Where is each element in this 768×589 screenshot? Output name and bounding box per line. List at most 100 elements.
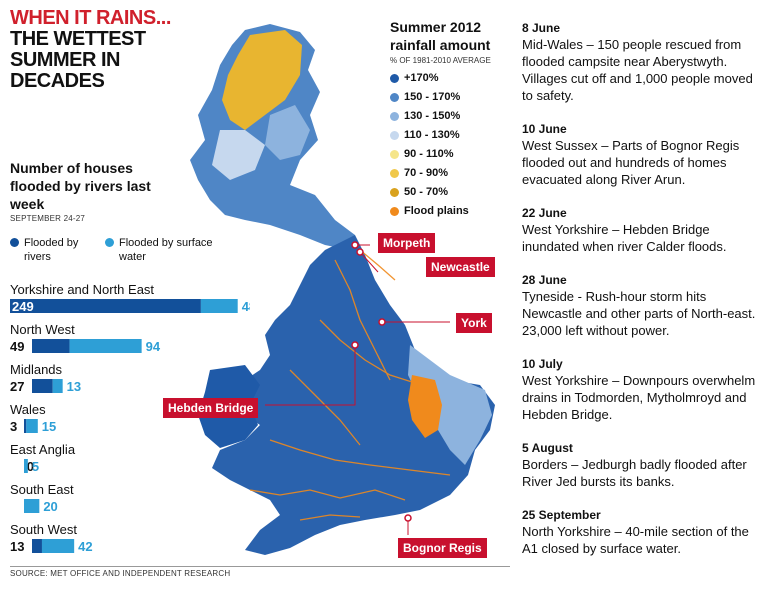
place-label-bognor-regis: Bognor Regis xyxy=(398,538,487,558)
event-date: 25 September xyxy=(522,508,601,522)
bar-rivers xyxy=(32,379,53,393)
legend-label: 110 - 130% xyxy=(404,129,460,141)
bar-category-label: Yorkshire and North East xyxy=(10,282,154,297)
event-item: 25 September North Yorkshire – 40-mile s… xyxy=(522,507,762,557)
legend-label: +170% xyxy=(404,72,439,84)
bar-value-rivers: 249 xyxy=(12,299,34,314)
bar-value-rivers: 13 xyxy=(10,539,24,554)
legend-item: 90 - 110% xyxy=(390,147,510,166)
bar-value-surface: 20 xyxy=(43,499,57,514)
bar-surface xyxy=(52,379,63,393)
events-timeline: 8 June Mid-Wales – 150 people rescued fr… xyxy=(522,20,762,574)
legend-swatch xyxy=(390,188,399,197)
bar-rivers xyxy=(32,539,42,553)
event-item: 22 June West Yorkshire – Hebden Bridge i… xyxy=(522,205,762,255)
place-label-newcastle: Newcastle xyxy=(426,257,495,277)
bar-value-surface: 48 xyxy=(242,299,250,314)
bar-surface xyxy=(200,299,238,313)
legend-swatch xyxy=(390,112,399,121)
legend-swatch xyxy=(390,169,399,178)
bar-surface xyxy=(24,499,40,513)
event-text: Tyneside - Rush-hour storm hits Newcastl… xyxy=(522,289,756,338)
legend-label: Flood plains xyxy=(404,205,469,217)
key-surface-swatch xyxy=(105,238,114,247)
place-label-hebden-bridge: Hebden Bridge xyxy=(163,398,259,418)
place-label-york: York xyxy=(456,313,492,333)
map-scotland-dry xyxy=(222,30,302,130)
event-date: 8 June xyxy=(522,21,561,35)
map-flood-plain-east xyxy=(408,375,442,438)
bar-value-rivers: 0 xyxy=(27,459,34,474)
headline: WHEN IT RAINS... THE WETTEST SUMMER IN D… xyxy=(10,8,171,92)
uk-rainfall-map xyxy=(190,24,495,555)
event-text: Borders – Jedburgh badly flooded after R… xyxy=(522,457,747,489)
rainfall-legend: Summer 2012 rainfall amount % OF 1981-20… xyxy=(390,18,510,223)
map-rivers xyxy=(249,249,451,521)
event-text: North Yorkshire – 40-mile section of the… xyxy=(522,524,749,556)
bar-value-surface: 13 xyxy=(67,379,81,394)
bar-surface xyxy=(41,539,75,553)
map-england xyxy=(212,235,495,555)
legend-item: 50 - 70% xyxy=(390,185,510,204)
bar-surface xyxy=(26,419,38,433)
bar-rivers xyxy=(32,339,70,353)
bar-rivers xyxy=(24,419,27,433)
bar-value-surface: 42 xyxy=(78,539,92,554)
bar-value-surface: 5 xyxy=(32,459,39,474)
event-item: 10 June West Sussex – Parts of Bognor Re… xyxy=(522,121,762,188)
legend-swatch xyxy=(390,74,399,83)
label-leaders xyxy=(265,244,450,535)
bar-value-surface: 15 xyxy=(42,419,56,434)
bar-value-rivers: 3 xyxy=(10,419,17,434)
event-item: 10 July West Yorkshire – Downpours overw… xyxy=(522,356,762,423)
event-item: 5 August Borders – Jedburgh badly floode… xyxy=(522,440,762,490)
key-rivers-label: Flooded by rivers xyxy=(24,237,79,263)
legend-swatch xyxy=(390,131,399,140)
legend-swatch xyxy=(390,150,399,159)
bar-chart-title: Number of houses flooded by rivers last … xyxy=(10,160,151,212)
legend-label: 130 - 150% xyxy=(404,110,461,122)
place-markers xyxy=(351,241,412,522)
event-date: 5 August xyxy=(522,441,573,455)
legend-label: 150 - 170% xyxy=(404,91,461,103)
legend-item: +170% xyxy=(390,71,510,90)
event-text: West Yorkshire – Downpours overwhelm dra… xyxy=(522,373,756,422)
bar-value-rivers: 49 xyxy=(10,339,24,354)
key-surface-label: Flooded by surface water xyxy=(119,237,213,263)
legend-item: 150 - 170% xyxy=(390,90,510,109)
legend-item: 110 - 130% xyxy=(390,128,510,147)
event-text: West Sussex – Parts of Bognor Regis floo… xyxy=(522,138,740,187)
bar-value-rivers: 27 xyxy=(10,379,24,394)
bar-category-label: Midlands xyxy=(10,362,63,377)
bar-rivers xyxy=(10,299,201,313)
headline-line-4: DECADES xyxy=(10,70,105,92)
legend-subtitle: % OF 1981-2010 AVERAGE xyxy=(390,56,491,65)
event-text: West Yorkshire – Hebden Bridge inundated… xyxy=(522,222,727,254)
legend-label: 90 - 110% xyxy=(404,148,454,160)
source-note: SOURCE: MET OFFICE AND INDEPENDENT RESEA… xyxy=(10,569,231,578)
legend-swatch xyxy=(390,93,399,102)
key-rivers: Flooded by rivers xyxy=(10,236,100,264)
bar-category-label: South East xyxy=(10,482,74,497)
map-highlands-mid xyxy=(212,130,265,180)
legend-label: 50 - 70% xyxy=(404,186,449,198)
bar-surface xyxy=(24,459,28,473)
event-item: 28 June Tyneside - Rush-hour storm hits … xyxy=(522,272,762,339)
bar-surface xyxy=(69,339,142,353)
event-item: 8 June Mid-Wales – 150 people rescued fr… xyxy=(522,20,762,104)
map-scotland-pale xyxy=(265,105,310,160)
event-date: 10 July xyxy=(522,357,563,371)
bar-category-label: East Anglia xyxy=(10,442,76,457)
bar-value-surface: 94 xyxy=(146,339,161,354)
headline-line-2: THE WETTEST xyxy=(10,28,146,50)
event-date: 10 June xyxy=(522,122,567,136)
key-surface: Flooded by surface water xyxy=(105,236,215,264)
key-rivers-swatch xyxy=(10,238,19,247)
legend-swatch xyxy=(390,207,399,216)
bar-category-label: South West xyxy=(10,522,77,537)
bar-chart-dates: SEPTEMBER 24-27 xyxy=(10,214,86,223)
event-date: 22 June xyxy=(522,206,567,220)
map-east-pale xyxy=(408,345,492,465)
legend-item: 70 - 90% xyxy=(390,166,510,185)
bar-category-label: North West xyxy=(10,322,75,337)
